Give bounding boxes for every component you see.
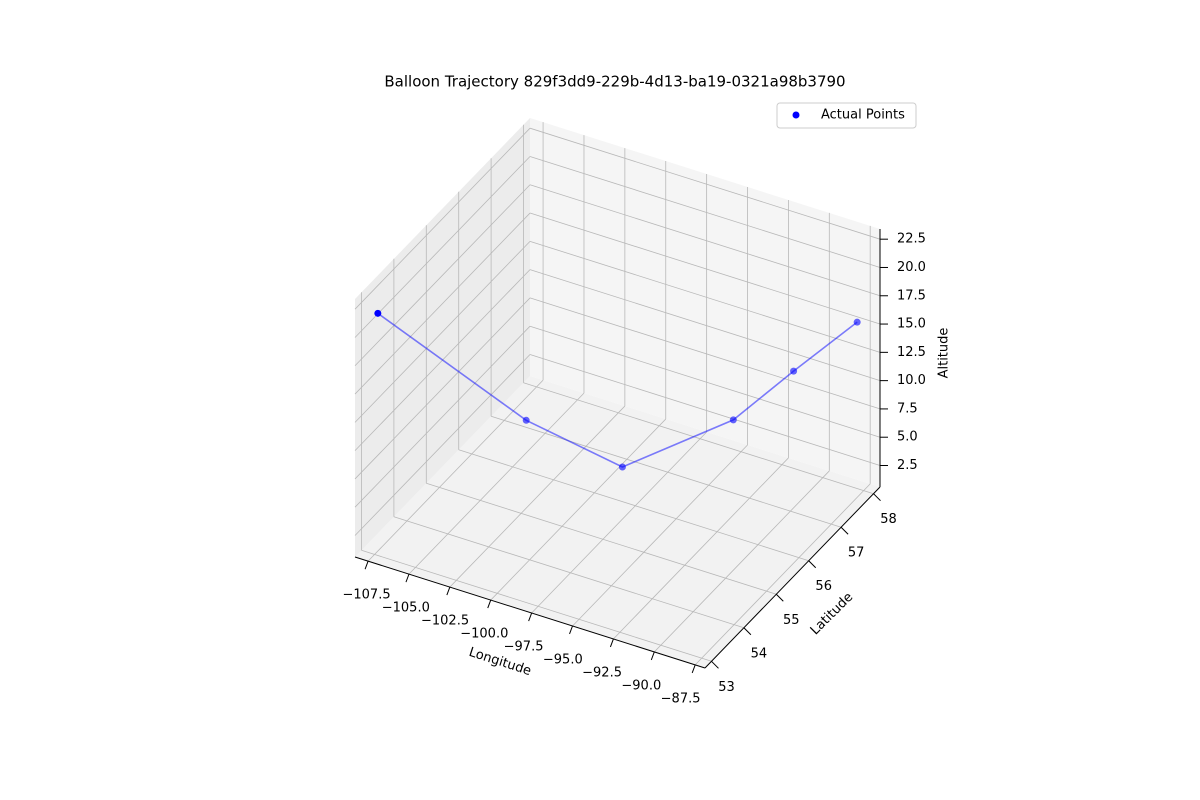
z-tick-label: 5.0	[897, 430, 918, 445]
x-tick	[446, 586, 451, 596]
z-tick-label: 20.0	[897, 260, 926, 275]
data-point	[374, 309, 382, 317]
data-point	[790, 367, 798, 375]
x-tick	[691, 664, 696, 674]
grid-line	[458, 449, 809, 562]
x-tick	[528, 612, 533, 622]
grid-line	[613, 457, 789, 640]
legend-box	[776, 102, 917, 129]
y-tick	[808, 560, 817, 569]
grid-line	[361, 549, 712, 662]
x-tick-label: −90.0	[621, 678, 661, 693]
z-tick-label: 10.0	[897, 373, 926, 388]
y-tick-label: 57	[848, 546, 865, 561]
z-tick-label: 22.5	[897, 232, 926, 247]
y-tick-label: 53	[718, 680, 735, 695]
grid-line	[654, 470, 830, 653]
y-tick-label: 55	[783, 613, 800, 628]
x-tick	[609, 638, 614, 648]
pane-back	[530, 118, 880, 487]
legend: Actual Points	[776, 102, 917, 129]
grid-line	[426, 482, 777, 595]
grid-line	[490, 415, 842, 528]
grid-line	[529, 240, 881, 353]
grid-line	[367, 379, 544, 562]
x-tick	[364, 560, 369, 570]
grid-line	[523, 382, 874, 495]
y-tick	[873, 493, 881, 502]
data-point	[618, 463, 626, 471]
grid-line	[490, 418, 667, 601]
panes	[355, 118, 880, 668]
chart-title: Balloon Trajectory 829f3dd9-229b-4d13-ba…	[384, 73, 845, 91]
x-tick-label: −95.0	[543, 652, 583, 667]
y-tick	[840, 526, 849, 535]
x-tick	[569, 625, 573, 635]
pane-left	[355, 118, 530, 557]
legend-marker	[792, 111, 800, 119]
grid-line	[354, 127, 531, 310]
y-tick-label: 56	[815, 579, 832, 594]
x-axis-line	[354, 556, 706, 669]
grid-line	[393, 516, 745, 629]
z-tick-label: 15.0	[897, 317, 926, 332]
x-tick-label: −105.0	[382, 601, 430, 616]
grid-line	[529, 354, 881, 466]
z-tick-label: 2.5	[897, 458, 918, 473]
data-point	[853, 318, 861, 326]
x-tick-label: −100.0	[460, 627, 508, 642]
y-axis-line	[704, 486, 881, 669]
grid-line	[529, 269, 881, 382]
grid-line	[529, 156, 881, 268]
y-tick-label: 58	[880, 512, 897, 527]
x-tick	[405, 573, 410, 583]
marks	[374, 309, 861, 471]
x-tick-label: −92.5	[582, 665, 622, 680]
grid-line	[354, 354, 531, 536]
grid-line	[529, 325, 881, 438]
grid-line	[694, 483, 871, 666]
z-tick-label: 12.5	[897, 345, 926, 360]
grid	[354, 122, 881, 666]
z-axis-label: Altitude	[937, 328, 952, 379]
data-point	[522, 416, 530, 424]
pane-floor	[355, 376, 880, 668]
grid-line	[529, 212, 881, 325]
grid-line	[529, 127, 881, 240]
grid-line	[408, 392, 585, 575]
y-tick-label: 54	[751, 646, 768, 661]
grid-line	[529, 184, 881, 297]
data-point	[729, 416, 737, 424]
x-tick-label: −107.5	[343, 588, 391, 603]
x-tick-label: −87.5	[661, 691, 701, 706]
grid-line	[354, 297, 531, 480]
x-tick	[487, 599, 492, 609]
z-tick-label: 7.5	[897, 401, 918, 416]
legend-label: Actual Points	[821, 108, 905, 123]
grid-line	[354, 184, 531, 367]
axes: −107.5−105.0−102.5−100.0−97.5−95.0−92.5−…	[343, 229, 926, 706]
grid-line	[531, 431, 707, 614]
grid-line	[449, 405, 626, 588]
trajectory-line	[377, 312, 858, 468]
grid-line	[354, 156, 531, 338]
grid-line	[572, 444, 748, 627]
x-tick-label: −97.5	[504, 640, 544, 655]
x-tick-label: −102.5	[421, 614, 469, 629]
x-tick	[650, 651, 655, 661]
y-tick	[743, 627, 752, 636]
z-tick-label: 17.5	[897, 288, 926, 303]
grid-line	[354, 241, 531, 423]
grid-line	[529, 297, 881, 410]
y-tick	[711, 660, 719, 669]
grid-line	[354, 212, 531, 395]
grid-line	[354, 325, 531, 508]
y-tick	[775, 593, 784, 602]
